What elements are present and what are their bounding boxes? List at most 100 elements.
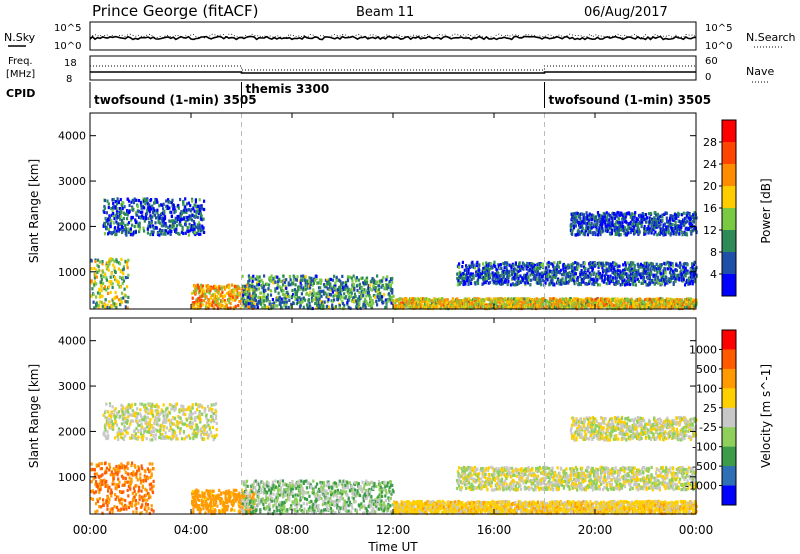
echo-cell — [335, 275, 338, 279]
echo-cell — [483, 271, 487, 275]
echo-cell — [295, 302, 298, 306]
echo-cell — [238, 287, 241, 291]
echo-cell — [648, 275, 651, 280]
echo-cell — [620, 306, 623, 310]
echo-cell — [124, 260, 127, 264]
echo-cell — [652, 280, 655, 284]
echo-cell — [185, 202, 189, 206]
echo-cell — [604, 222, 607, 226]
echo-cell — [658, 263, 661, 267]
echo-cell — [220, 286, 223, 290]
echo-cell — [139, 216, 143, 220]
echo-cell — [566, 274, 569, 278]
echo-cell — [684, 305, 687, 310]
echo-cell — [583, 271, 586, 275]
echo-cell — [263, 299, 266, 303]
echo-cell — [660, 272, 663, 276]
echo-cell — [632, 261, 635, 265]
echo-cell — [625, 233, 629, 237]
echo-cell — [347, 298, 350, 302]
echo-cell — [481, 282, 484, 286]
echo-cell — [214, 302, 217, 307]
echo-cell — [251, 279, 254, 283]
echo-cell — [300, 301, 303, 305]
echo-cell — [233, 284, 237, 289]
echo-cell — [634, 229, 637, 234]
echo-cell — [464, 282, 467, 286]
echo-cell — [171, 219, 174, 223]
echo-cell — [326, 278, 329, 282]
echo-cell — [534, 302, 537, 306]
echo-cell — [625, 305, 629, 309]
echo-cell — [317, 299, 321, 304]
echo-cell — [256, 281, 259, 285]
echo-cell — [254, 296, 257, 300]
echo-cell — [538, 276, 541, 280]
echo-cell — [634, 211, 637, 215]
echo-cell — [440, 306, 443, 310]
echo-cell — [541, 278, 544, 282]
echo-cell — [655, 267, 658, 271]
echo-cell — [629, 282, 632, 287]
echo-cell — [334, 293, 337, 297]
echo-cell — [253, 285, 256, 289]
echo-cell — [115, 295, 119, 299]
echo-cell — [288, 298, 291, 302]
echo-cell — [307, 293, 310, 297]
echo-cell — [107, 268, 110, 272]
echo-cell — [609, 277, 612, 281]
echo-cell — [576, 297, 579, 301]
echo-cell — [249, 301, 252, 305]
echo-cell — [197, 296, 200, 301]
echo-cell — [136, 205, 139, 209]
echo-cell — [357, 300, 360, 304]
echo-cell — [471, 302, 475, 306]
echo-cell — [600, 275, 603, 280]
echo-cell — [579, 222, 582, 226]
echo-cell — [341, 302, 345, 306]
nsky-label: N.Sky — [4, 31, 36, 44]
echo-cell — [194, 198, 197, 202]
echo-cell — [660, 263, 663, 267]
echo-cell — [622, 268, 625, 272]
echo-cell — [234, 304, 237, 308]
echo-cell — [470, 281, 473, 286]
echo-cell — [410, 300, 413, 304]
echo-cell — [560, 304, 564, 308]
echo-cell — [105, 263, 108, 267]
echo-cell — [138, 227, 141, 231]
echo-cell — [499, 301, 502, 305]
echo-cell — [367, 284, 370, 288]
echo-cell — [628, 263, 631, 267]
echo-cell — [329, 285, 332, 290]
echo-cell — [528, 278, 531, 282]
echo-cell — [215, 294, 218, 299]
freq-line — [90, 71, 696, 74]
echo-cell — [112, 197, 115, 202]
echo-cell — [170, 210, 173, 214]
echo-cell — [362, 300, 365, 304]
echo-cell — [570, 218, 573, 222]
echo-cell — [248, 286, 251, 290]
echo-cell — [312, 281, 315, 285]
echo-cell — [349, 306, 352, 310]
echo-cell — [268, 306, 271, 310]
echo-cell — [685, 303, 688, 307]
echo-cell — [269, 293, 273, 297]
echo-cell — [338, 278, 341, 282]
echo-cell — [552, 297, 555, 301]
echo-cell — [655, 274, 658, 278]
echo-cell — [632, 301, 636, 305]
echo-cell — [115, 202, 119, 206]
echo-cell — [602, 263, 605, 268]
echo-cell — [196, 225, 199, 229]
echo-cell — [618, 233, 621, 237]
echo-cell — [439, 299, 442, 303]
echo-cell — [283, 296, 286, 300]
echo-cell — [468, 265, 471, 269]
echo-cell — [636, 272, 639, 276]
echo-cell — [263, 289, 266, 293]
echo-cell — [443, 306, 446, 310]
echo-cell — [578, 304, 581, 308]
echo-cell — [538, 298, 541, 302]
